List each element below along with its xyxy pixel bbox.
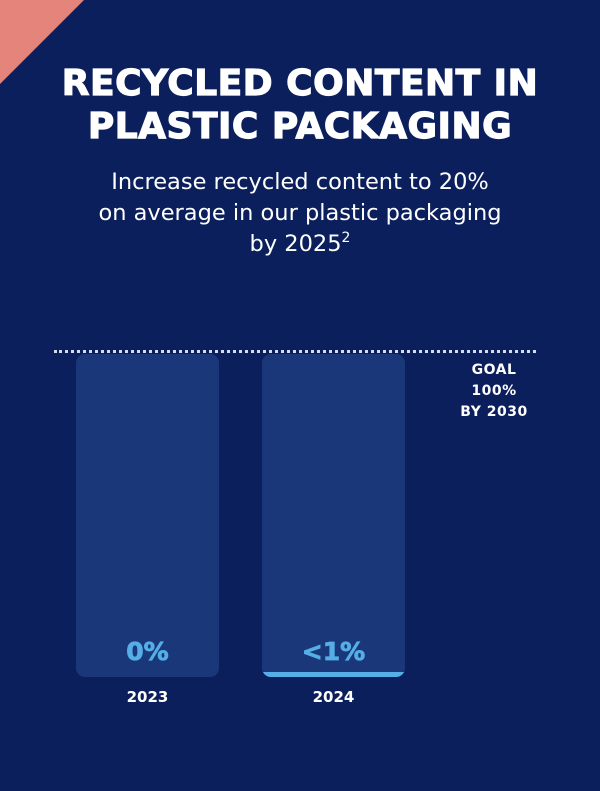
chart-title-line-1: RECYCLED CONTENT IN [61, 62, 539, 104]
goal-year-label: BY 2030 [460, 404, 528, 420]
bar-fill-2024 [262, 672, 405, 677]
chart-subtitle-line-3: by 20252 [0, 229, 600, 260]
bar-value-label-2023: 0% [126, 637, 168, 666]
bar-track-2023 [76, 354, 219, 677]
bar-track-2024 [262, 354, 405, 677]
goal-line [54, 350, 536, 353]
bar-value-label-2024: <1% [302, 637, 365, 666]
subtitle-text: by 2025 [249, 231, 342, 257]
corner-accent [0, 0, 84, 84]
footnote-marker: 2 [341, 230, 351, 246]
goal-label: GOAL [471, 362, 517, 378]
goal-value-label: 100% [471, 383, 517, 399]
chart-title-line-2: PLASTIC PACKAGING [87, 105, 513, 147]
category-label-2023: 2023 [127, 688, 169, 706]
chart-subtitle-line-1: Increase recycled content to 20% [111, 169, 489, 195]
category-label-2024: 2024 [313, 688, 355, 706]
chart-subtitle-line-2: on average in our plastic packaging [98, 200, 502, 226]
